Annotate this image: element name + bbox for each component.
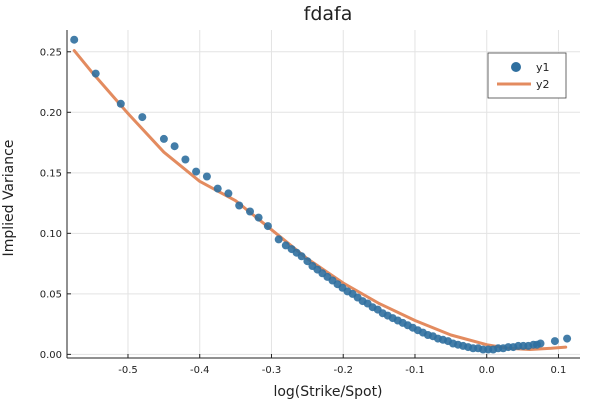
data-point	[536, 339, 545, 348]
data-point	[263, 222, 272, 231]
legend-marker-y1	[511, 62, 521, 72]
data-point	[138, 113, 147, 122]
x-tick-label: -0.1	[405, 365, 425, 376]
y-tick-label: 0.00	[40, 350, 62, 361]
y-tick-label: 0.15	[40, 168, 62, 179]
x-tick-label: -0.5	[118, 365, 138, 376]
x-tick-label: -0.2	[333, 365, 353, 376]
data-point	[159, 134, 168, 143]
data-point	[116, 99, 125, 108]
data-point	[202, 172, 211, 181]
data-point	[224, 189, 233, 198]
axes	[66, 30, 580, 359]
data-point	[70, 35, 79, 44]
legend-label-y2: y2	[536, 78, 550, 91]
data-point	[550, 337, 559, 346]
data-point	[213, 184, 222, 193]
data-point	[297, 252, 306, 261]
data-point	[91, 69, 100, 78]
y-tick-label: 0.10	[40, 229, 62, 240]
chart-title: fdafa	[304, 3, 353, 25]
x-axis-label: log(Strike/Spot)	[273, 384, 382, 400]
y-tick-label: 0.05	[40, 289, 62, 300]
y-axis-label: Implied Variance	[1, 140, 17, 257]
data-point	[246, 207, 254, 216]
data-point	[192, 167, 201, 176]
x-tick-label: 0.1	[551, 365, 567, 376]
x-tick-label: -0.4	[190, 365, 210, 376]
legend-box	[487, 52, 567, 99]
y-tick-label: 0.20	[40, 108, 62, 119]
data-point	[303, 257, 312, 266]
data-point	[274, 235, 283, 244]
data-point	[181, 155, 190, 164]
scatter-series	[70, 35, 572, 354]
data-point	[281, 241, 290, 250]
tick-labels: -0.5 -0.4 -0.3 -0.2 -0.1 0.0 0.1 0.00 0.05 0.10 0.…	[40, 47, 567, 376]
data-point	[235, 201, 244, 210]
data-point	[254, 213, 263, 222]
legend-label-y1: y1	[536, 61, 550, 74]
grid	[67, 30, 580, 358]
data-point	[170, 142, 179, 151]
data-point	[563, 334, 572, 343]
x-tick-label: -0.3	[262, 365, 282, 376]
y-tick-label: 0.25	[40, 47, 62, 58]
x-tick-label: 0.0	[479, 365, 495, 376]
legend: y1 y2	[487, 52, 567, 99]
